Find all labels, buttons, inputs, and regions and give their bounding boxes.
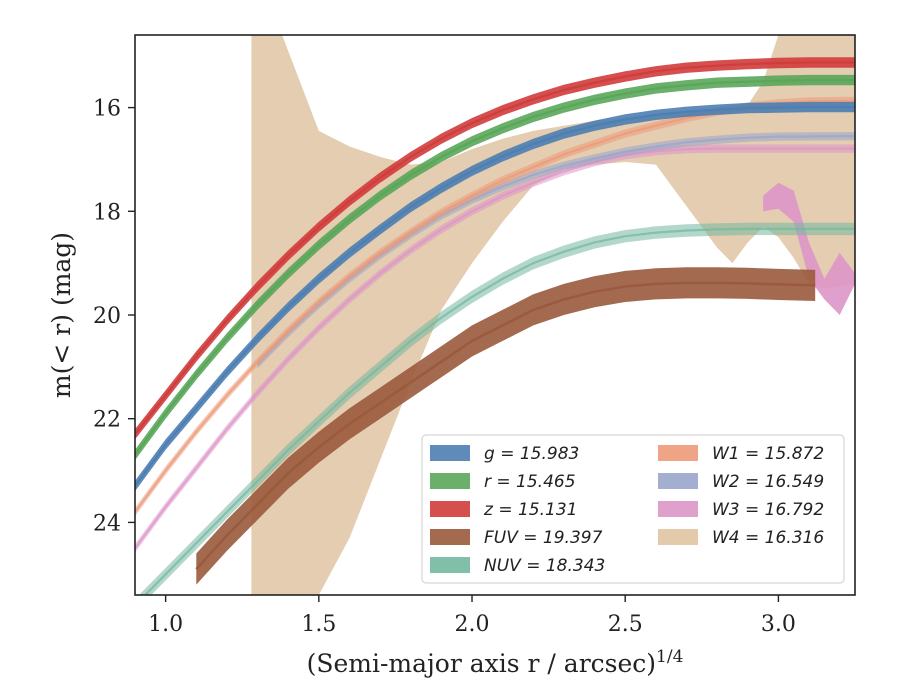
legend-swatch-w4	[658, 529, 698, 545]
series-line-w3	[135, 147, 855, 549]
series-line-g	[135, 106, 855, 487]
legend-swatch-w3	[658, 501, 698, 517]
legend-label-r: r = 15.465	[484, 472, 576, 492]
y-tick-label: 16	[93, 97, 121, 122]
legend: g = 15.983 r = 15.465 z = 15.131 FUV = 19.3…	[421, 434, 845, 584]
series-tail-band-w3	[763, 182, 855, 315]
series-layer	[135, 35, 855, 595]
x-tick-label: 2.0	[455, 612, 490, 637]
x-axis-label-text: (Semi-major axis r / arcsec)	[307, 649, 656, 678]
legend-label-nuv: NUV = 18.343	[484, 556, 605, 576]
legend-label-z: z = 15.131	[483, 500, 577, 520]
y-ticks: 16 18 20 22 24	[93, 97, 135, 536]
legend-label-fuv: FUV = 19.397	[484, 528, 603, 548]
x-ticks: 1.0 1.5 2.0 2.5 3.0	[148, 595, 796, 637]
legend-label-w4: W4 = 16.316	[712, 528, 824, 548]
legend-swatch-r	[430, 473, 470, 489]
y-tick-label: 24	[93, 511, 121, 536]
legend-swatch-g	[430, 445, 470, 461]
x-tick-label: 1.0	[148, 612, 183, 637]
legend-swatch-fuv	[430, 529, 470, 545]
x-tick-label: 2.5	[608, 612, 643, 637]
series-line-fuv	[195, 281, 816, 570]
series-band-w4	[251, 35, 855, 595]
legend-swatch-w1	[658, 445, 698, 461]
y-tick-label: 18	[93, 200, 121, 225]
series-band-fuv	[196, 267, 816, 585]
legend-swatch-z	[430, 501, 470, 517]
y-tick-label: 22	[93, 408, 121, 433]
series-band-w1	[135, 96, 855, 517]
y-tick-label: 20	[93, 304, 121, 329]
legend-frame	[421, 434, 845, 584]
series-line-nuv	[143, 227, 855, 595]
legend-swatch-w2	[658, 473, 698, 489]
x-tick-label: 1.5	[301, 612, 336, 637]
series-line-z	[135, 61, 855, 435]
x-axis-label: (Semi-major axis r / arcsec)1/4	[307, 647, 684, 678]
legend-swatch-nuv	[430, 557, 470, 573]
y-axis-label: m(< r) (mag)	[47, 232, 76, 398]
series-line-r	[135, 79, 855, 456]
x-axis-label-exponent: 1/4	[656, 647, 683, 667]
legend-label-w1: W1 = 15.872	[712, 444, 824, 464]
legend-label-w2: W2 = 16.549	[712, 472, 824, 492]
legend-label-g: g = 15.983	[484, 444, 579, 464]
x-tick-label: 3.0	[761, 612, 796, 637]
legend-label-w3: W3 = 16.792	[712, 500, 824, 520]
